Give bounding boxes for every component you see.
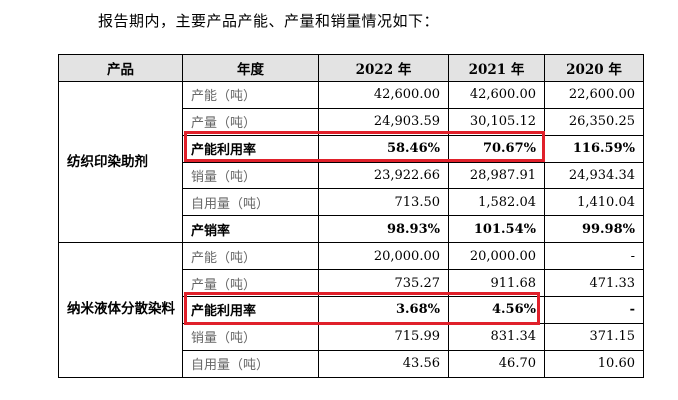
value-cell: -: [544, 242, 644, 271]
value-cell: 1,582.04: [448, 188, 545, 217]
row-label: 销量（吨）: [182, 322, 319, 351]
value-cell: 1,410.04: [544, 188, 644, 217]
header-product: 产品: [58, 54, 183, 82]
table-header-row: 产品 年度 2022 年 2021 年 2020 年: [58, 54, 644, 82]
header-2020: 2020 年: [544, 54, 644, 82]
value-cell: 98.93%: [318, 215, 449, 244]
value-cell: 116.59%: [544, 134, 644, 163]
value-cell: 26,350.25: [544, 107, 644, 136]
row-label: 产能利用率: [182, 296, 319, 324]
value-cell: 42,600.00: [448, 80, 545, 109]
table-row: 纺织印染助剂 产能（吨） 42,600.00 42,600.00 22,600.00: [58, 80, 644, 244]
value-cell: 20,000.00: [318, 242, 449, 271]
value-cell: 911.68: [448, 269, 545, 298]
value-cell: 3.68%: [318, 296, 449, 324]
row-label: 产能（吨）: [182, 80, 319, 109]
row-label: 自用量（吨）: [182, 188, 319, 217]
table-row: 销量（吨） 715.99 831.34 371.15: [59, 322, 644, 351]
value-cell: 70.67%: [448, 134, 545, 163]
row-label: 销量（吨）: [182, 161, 319, 190]
value-cell: 24,903.59: [318, 107, 449, 136]
row-label: 产量（吨）: [182, 107, 319, 136]
row-label: 自用量（吨）: [182, 349, 319, 378]
row-label: 产能（吨）: [182, 242, 319, 271]
value-cell: 28,987.91: [448, 161, 545, 190]
header-year: 年度: [182, 54, 319, 82]
value-cell: 24,934.34: [544, 161, 644, 190]
header-2022: 2022 年: [318, 54, 449, 82]
value-cell: 22,600.00: [544, 80, 644, 109]
table-row: 自用量（吨） 713.50 1,582.04 1,410.04: [59, 188, 644, 217]
table-row: 自用量（吨） 43.56 46.70 10.60: [59, 349, 644, 378]
table-row: 产能利用率 3.68% 4.56% -: [59, 296, 644, 324]
row-label: 产销率: [182, 215, 319, 244]
value-cell: 20,000.00: [448, 242, 545, 271]
value-cell: 101.54%: [448, 215, 545, 244]
value-cell: 46.70: [448, 349, 545, 378]
table-row: 销量（吨） 23,922.66 28,987.91 24,934.34: [59, 161, 644, 190]
value-cell: -: [544, 296, 644, 324]
header-2021: 2021 年: [448, 54, 545, 82]
value-cell: 23,922.66: [318, 161, 449, 190]
row-label: 产量（吨）: [182, 269, 319, 298]
value-cell: 715.99: [318, 322, 449, 351]
value-cell: 42,600.00: [318, 80, 449, 109]
value-cell: 4.56%: [448, 296, 545, 324]
intro-text: 报告期内，主要产品产能、产量和销量情况如下：: [98, 12, 440, 30]
row-label: 产能利用率: [182, 134, 319, 163]
value-cell: 10.60: [544, 349, 644, 378]
table-row: 产销率 98.93% 101.54% 99.98%: [59, 215, 644, 244]
product-name: 纳米液体分散染料: [58, 242, 183, 378]
value-cell: 735.27: [318, 269, 449, 298]
value-cell: 58.46%: [318, 134, 449, 163]
capacity-table: 产品 年度 2022 年 2021 年 2020 年 纺织印染助剂 产能（吨） 42…: [58, 54, 644, 378]
value-cell: 43.56: [318, 349, 449, 378]
value-cell: 30,105.12: [448, 107, 545, 136]
product-name: 纺织印染助剂: [58, 80, 183, 244]
table-row: 纳米液体分散染料 产能（吨） 20,000.00 20,000.00-: [58, 242, 644, 378]
value-cell: 831.34: [448, 322, 545, 351]
value-cell: 713.50: [318, 188, 449, 217]
value-cell: 371.15: [544, 322, 644, 351]
value-cell: 471.33: [544, 269, 644, 298]
table-row: 产能利用率 58.46% 70.67% 116.59%: [59, 134, 644, 163]
value-cell: 99.98%: [544, 215, 644, 244]
